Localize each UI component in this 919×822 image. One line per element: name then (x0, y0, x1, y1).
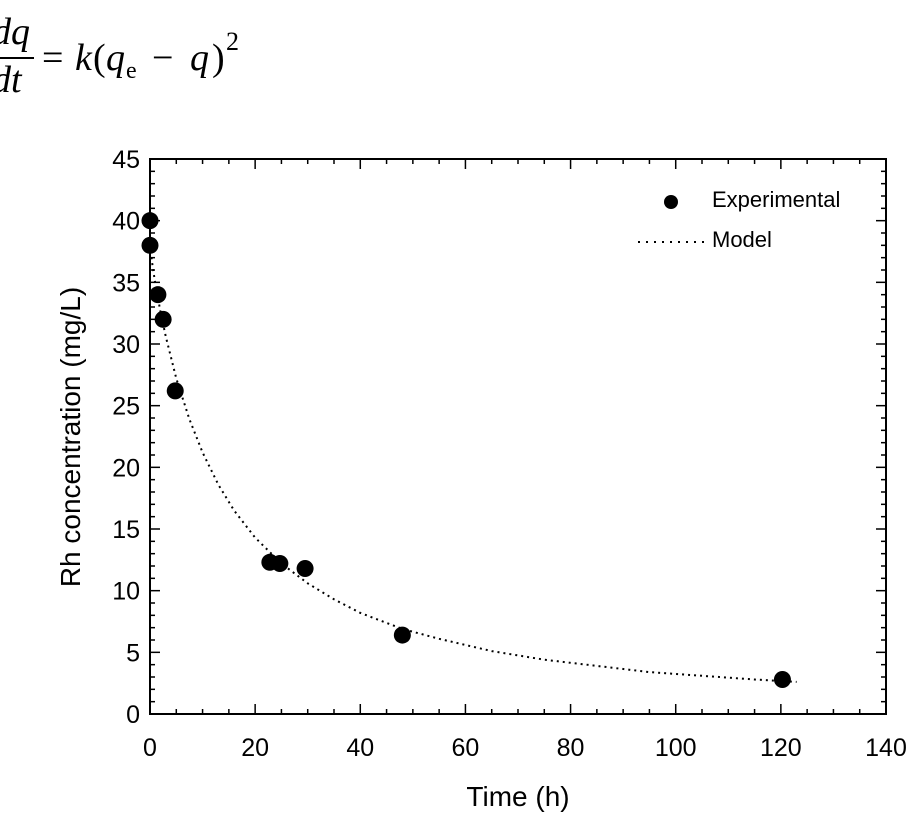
equation-denominator: dt (0, 59, 23, 101)
experimental-point (141, 212, 159, 230)
legend-experimental-label: Experimental (712, 187, 840, 212)
experimental-series (141, 212, 791, 688)
equation-close-paren: ) (212, 37, 225, 79)
x-axis-tick-labels: 0 20 40 60 80 100 120 140 (143, 734, 907, 762)
model-curve (149, 245, 797, 683)
x-tick-label: 0 (143, 734, 157, 762)
y-tick-label: 30 (112, 331, 140, 359)
equation-open-paren: ( (93, 37, 106, 79)
y-axis-ticks (150, 158, 886, 715)
y-tick-label: 0 (126, 701, 140, 729)
x-axis-ticks (149, 159, 887, 714)
experimental-point (393, 626, 411, 644)
rate-equation: dq dt = k ( q e − q ) 2 (0, 11, 239, 101)
x-tick-label: 140 (865, 734, 907, 762)
experimental-point (154, 310, 172, 328)
y-tick-label: 25 (112, 393, 140, 421)
x-tick-label: 100 (655, 734, 697, 762)
equation-k: k (75, 37, 93, 79)
experimental-point (296, 559, 314, 577)
equation-exponent: 2 (226, 27, 239, 56)
equation-numerator: dq (0, 11, 30, 53)
experimental-point (166, 382, 184, 400)
y-tick-label: 20 (112, 454, 140, 482)
plot-frame (149, 158, 887, 715)
model-series (149, 245, 797, 683)
y-tick-label: 5 (126, 639, 140, 667)
legend: Experimental Model (638, 187, 840, 252)
experimental-point (141, 236, 159, 254)
equation-subscript-e: e (126, 58, 137, 84)
legend-model-label: Model (712, 227, 772, 252)
equation-minus: − (152, 37, 173, 79)
x-tick-label: 60 (452, 734, 480, 762)
x-tick-label: 20 (241, 734, 269, 762)
experimental-point (149, 286, 167, 304)
experimental-point (271, 555, 289, 573)
x-tick-label: 40 (346, 734, 374, 762)
y-tick-label: 45 (112, 146, 140, 174)
x-tick-label: 120 (760, 734, 802, 762)
equation-q-symbol: q (106, 37, 125, 79)
y-tick-label: 10 (112, 578, 140, 606)
y-axis-title: Rh concentration (mg/L) (55, 287, 86, 587)
legend-experimental-marker (664, 195, 678, 209)
x-axis-title: Time (h) (466, 781, 569, 812)
equation-equals: = (42, 37, 63, 79)
y-tick-label: 15 (112, 516, 140, 544)
y-tick-label: 40 (112, 208, 140, 236)
experimental-point (773, 670, 791, 688)
x-tick-label: 80 (557, 734, 585, 762)
y-tick-label: 35 (112, 269, 140, 297)
y-axis-tick-labels: 0 5 10 15 20 25 30 35 40 45 (112, 146, 140, 729)
equation-q-symbol-2: q (190, 37, 209, 79)
